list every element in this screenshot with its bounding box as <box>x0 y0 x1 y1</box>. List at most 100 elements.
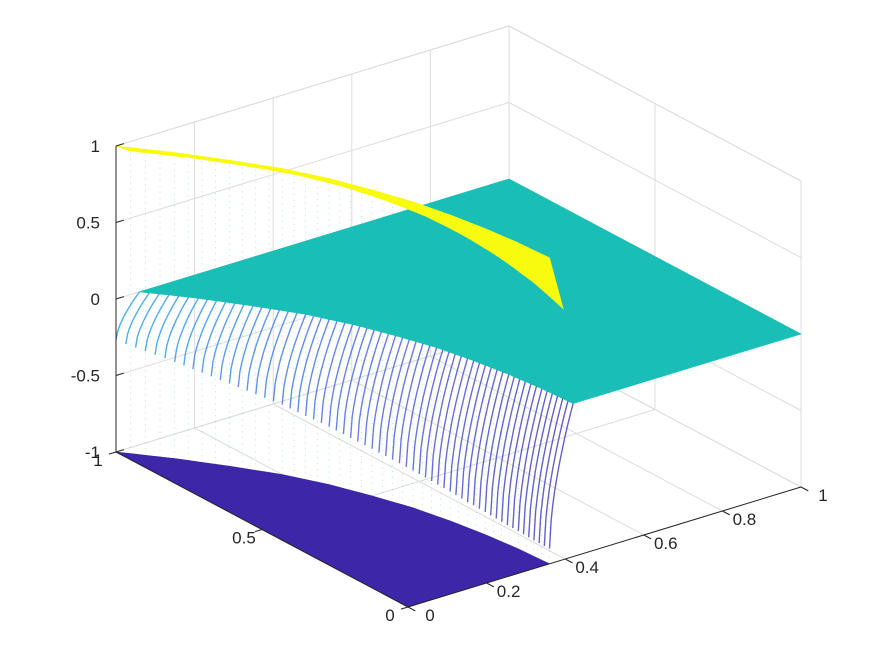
undershoot-curve <box>424 351 450 478</box>
undershoot-curve <box>304 319 330 416</box>
x-tick-mark <box>486 582 495 588</box>
undershoot-curve <box>335 326 361 431</box>
z-tick-mark <box>115 143 125 147</box>
grid-line <box>115 331 510 453</box>
grid-line <box>508 25 802 182</box>
region-shock-peak <box>115 145 564 310</box>
undershoot-curve <box>461 365 487 499</box>
undershoot-curve <box>320 322 346 424</box>
undershoot-curve <box>538 398 564 544</box>
undershoot-curve <box>281 314 307 405</box>
undershoot-curve <box>517 388 543 532</box>
undershoot-curve <box>144 294 170 352</box>
undershoot-curve <box>328 324 354 427</box>
undershoot-curve <box>490 376 515 516</box>
undershoot-curve <box>210 303 236 377</box>
undershoot-curve <box>449 360 475 492</box>
x-tick-mark <box>407 606 416 612</box>
undershoot-curve <box>506 383 532 526</box>
z-tick-label: 1 <box>91 137 100 156</box>
x-tick-mark <box>800 486 809 492</box>
grid-line <box>115 25 510 147</box>
undershoot-curve <box>528 393 553 538</box>
undershoot-curve <box>192 300 218 370</box>
undershoot-curve <box>237 307 263 388</box>
grid-line <box>115 102 510 223</box>
undershoot-curve <box>174 297 199 362</box>
undershoot-curve <box>522 391 548 535</box>
undershoot-curve <box>183 299 209 366</box>
undershoot-curve <box>466 367 492 503</box>
x-tick-label: 1 <box>818 486 827 505</box>
undershoot-curve <box>443 358 469 489</box>
z-tick-mark <box>115 296 125 300</box>
x-tick-label: 0.8 <box>733 510 757 529</box>
undershoot-curve <box>228 305 254 384</box>
z-tick-mark <box>115 219 125 223</box>
x-tick-label: 0.2 <box>497 582 521 601</box>
undershoot-curve <box>405 345 431 467</box>
undershoot-curve <box>371 335 397 449</box>
axis-layer <box>108 143 809 612</box>
undershoot-curve <box>357 331 382 442</box>
undershoot-curve <box>115 291 141 341</box>
undershoot-curve <box>472 369 498 506</box>
undershoot-curve <box>548 403 574 549</box>
undershoot-curve <box>201 301 227 373</box>
x-tick-mark <box>643 534 652 540</box>
undershoot-curve <box>342 327 368 435</box>
y-tick-label: 0 <box>385 606 394 625</box>
y-tick-label: 1 <box>93 451 102 470</box>
surface-layer <box>115 145 802 608</box>
undershoot-curve <box>512 386 538 529</box>
y-tick-mark <box>108 451 117 455</box>
y-tick-mark <box>254 529 263 533</box>
x-axis <box>407 486 802 608</box>
undershoot-curve <box>297 317 323 413</box>
undershoot-curve <box>437 356 462 485</box>
x-tick-label: 0.6 <box>654 534 678 553</box>
x-tick-label: 0.4 <box>575 558 599 577</box>
z-tick-label: 0.5 <box>76 214 100 233</box>
undershoot-curve <box>289 315 315 409</box>
undershoot-curve <box>364 333 390 446</box>
x-tick-mark <box>722 510 730 516</box>
undershoot-curve <box>543 400 569 546</box>
x-tick-label: 0 <box>425 606 434 625</box>
y-tick-mark <box>400 606 409 610</box>
undershoot-curve <box>501 381 526 522</box>
undershoot-curve <box>312 320 338 420</box>
undershoot-curve <box>349 329 375 438</box>
y-tick-label: 0.5 <box>232 529 256 548</box>
z-tick-label: -0.5 <box>71 367 100 386</box>
undershoot-curve <box>478 371 504 509</box>
undershoot-curve <box>533 395 559 541</box>
z-tick-mark <box>115 372 125 376</box>
grid-line <box>508 102 802 258</box>
undershoot-curve <box>246 308 272 391</box>
undershoot-curve <box>154 295 180 355</box>
undershoot-curve <box>134 293 160 348</box>
z-tick-label: -1 <box>85 443 100 462</box>
undershoot-curve <box>272 312 298 402</box>
undershoot-curve <box>418 349 444 474</box>
z-tick-label: 0 <box>91 290 100 309</box>
undershoot-curve <box>412 347 438 471</box>
undershoot-curve <box>378 337 404 453</box>
z-tick-mark <box>115 449 125 453</box>
undershoot-curve <box>263 311 289 398</box>
undershoot-curve <box>385 339 410 457</box>
undershoot-curve <box>219 304 245 380</box>
undershoot-curve <box>455 362 481 496</box>
undershoot-curve <box>398 343 424 464</box>
undershoot-curve <box>495 379 521 519</box>
undershoot-curve <box>484 374 510 513</box>
region-ahead-of-front <box>139 178 802 404</box>
undershoot-curve <box>255 309 281 395</box>
undershoot-curve <box>164 296 190 359</box>
undershoot-curve <box>391 341 417 460</box>
x-tick-mark <box>564 558 573 564</box>
undershoot-curve <box>430 353 456 482</box>
